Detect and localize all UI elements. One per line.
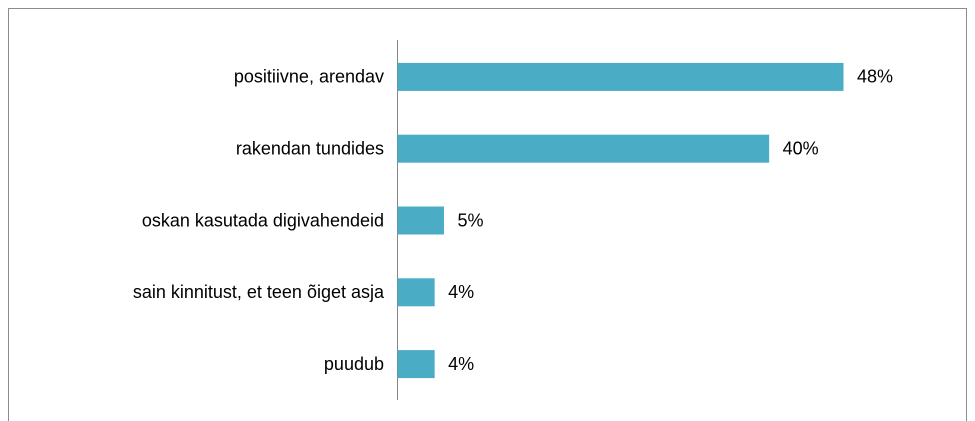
value-label: 40% <box>783 138 819 158</box>
value-label: 4% <box>448 354 474 374</box>
bar <box>397 62 844 91</box>
category-label: rakendan tundides <box>236 138 384 158</box>
category-label: oskan kasutada digivahendeid <box>142 210 384 230</box>
category-label: positiivne, arendav <box>234 67 384 87</box>
category-label: puudub <box>324 354 384 374</box>
value-label: 5% <box>457 210 483 230</box>
value-label: 4% <box>448 282 474 302</box>
bar <box>397 134 770 163</box>
bar <box>397 278 435 307</box>
bar <box>397 350 435 379</box>
value-label: 48% <box>857 67 893 87</box>
chart-frame <box>8 8 967 421</box>
category-label: sain kinnitust, et teen õiget asja <box>133 282 385 302</box>
bar <box>397 206 444 235</box>
